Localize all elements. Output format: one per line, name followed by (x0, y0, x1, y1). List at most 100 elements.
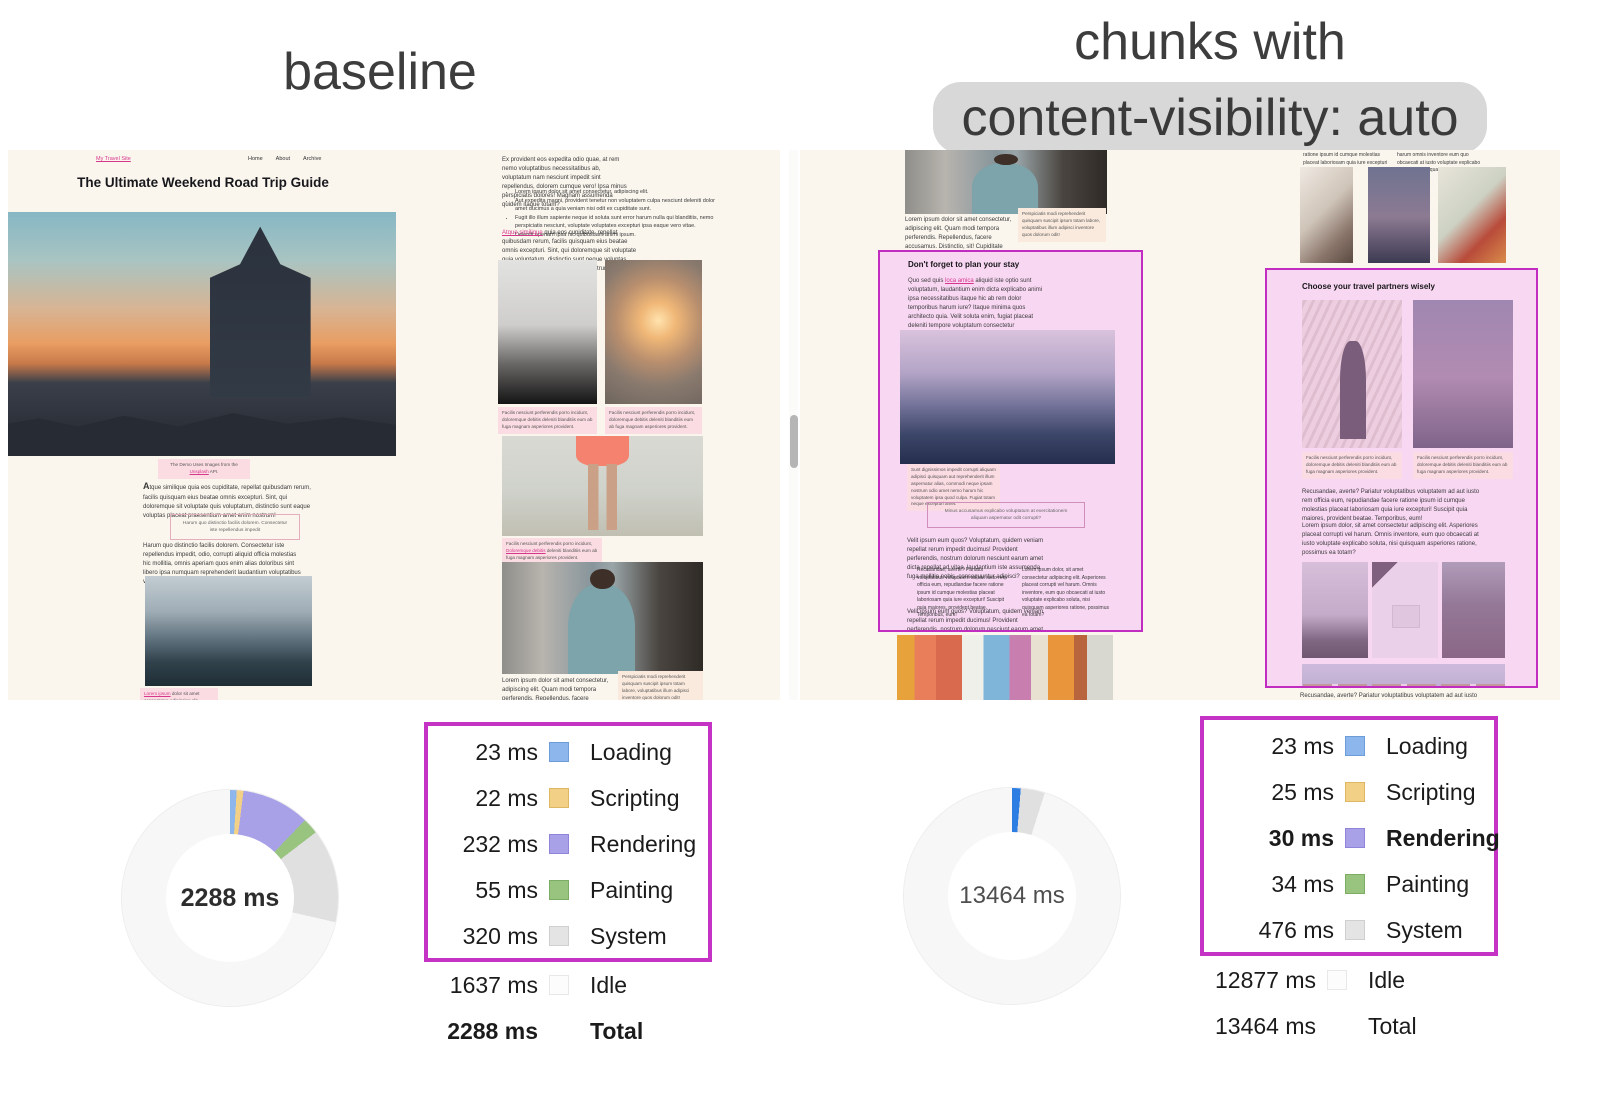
cv-legend-box: 23 ms Loading 25 ms Scripting 30 ms Rend… (1200, 716, 1500, 956)
content-visibility-pill: content-visibility: auto (933, 82, 1487, 154)
photo-caption: Sunt dignissimos impedit corrupti aliqua… (907, 464, 1000, 512)
bullet-item: Fugit illo illum sapiente neque id solut… (515, 214, 715, 231)
legend-label: Idle (590, 971, 628, 998)
legend-label: Painting (1386, 870, 1470, 897)
body-column: Recusandae, averte? Pariatur voluptatibu… (917, 567, 1007, 618)
cv-title-line2: content-visibility: auto (900, 82, 1520, 154)
body-paragraph: Velit ipsum eum quos? Voluptatum, quidem… (907, 538, 1044, 580)
legend-row-loading: 23 ms Loading (434, 729, 702, 775)
baseline-screenshot: My Travel Site Home About Archive The Ul… (8, 150, 780, 700)
dusk-person-photo (1368, 167, 1430, 263)
legend-row-total: 2288 ms Total (434, 1008, 714, 1054)
rendering-swatch-icon (549, 834, 569, 854)
rendering-swatch-icon (1345, 828, 1365, 848)
legend-value: 13464 ms (1214, 1012, 1316, 1039)
donut-total-label: 13464 ms (959, 882, 1065, 909)
legend-value: 12877 ms (1214, 966, 1316, 993)
legend-value: 476 ms (1258, 916, 1334, 943)
legend-value: 232 ms (462, 830, 538, 857)
woman-portrait-photo (1300, 167, 1353, 263)
photo-caption: Facilis nesciunt perferendis porro incid… (1302, 452, 1402, 479)
photo-caption: Lorem ipsum dolor sit amet consectetur, … (140, 688, 218, 700)
baseline-donut-chart: 2288 ms (122, 790, 338, 1006)
vegetables-photo (1438, 167, 1506, 263)
scrollbar-thumb[interactable] (790, 415, 798, 468)
legend-value: 30 ms (1268, 824, 1334, 851)
legend-label: Loading (1386, 732, 1468, 759)
painting-swatch-icon (549, 880, 569, 900)
mountain-lake-photo-tinted (900, 330, 1115, 464)
street-denim-photo (502, 562, 703, 674)
legend-label: Scripting (1386, 778, 1476, 805)
legend-label: Idle (1368, 966, 1406, 993)
legend-row-painting: 55 ms Painting (434, 867, 702, 913)
baseline-legend-box: 23 ms Loading 22 ms Scripting 232 ms Ren… (424, 722, 712, 962)
legend-label: Rendering (590, 830, 697, 857)
bridge-inset-photo (1372, 684, 1436, 686)
cv-screenshot: Perspiciatis modi reprehenderit quisquam… (800, 150, 1560, 700)
horse-mist-photo-tinted (1302, 562, 1368, 658)
nav-archive[interactable]: Archive (303, 156, 322, 162)
bridge-inset-photo (1303, 684, 1367, 686)
body-paragraph: Ex provident eos expedita odio quae, at … (502, 157, 627, 208)
bullet-item: Aut expedita magni, provident tenetur no… (515, 197, 715, 214)
photo-caption: Facilis nesciunt perferendis porro incid… (498, 407, 597, 434)
legend-value: 23 ms (475, 738, 538, 765)
chunk-heading: Don't forget to plan your stay (908, 260, 1020, 269)
site-nav: Home About Archive (248, 156, 321, 162)
body-paragraph: Lorem ipsum dolor, sit amet consectetur … (1302, 523, 1479, 556)
photo-caption: Facilis nesciunt perferendis porro incid… (1413, 452, 1513, 479)
street-denim-photo (905, 150, 1107, 214)
legend-value: 2288 ms (447, 1017, 538, 1044)
body-paragraph: Atque similique quia eos cupiditate, rep… (143, 481, 311, 519)
baseline-title: baseline (283, 43, 477, 101)
bullet-list: Lorem ipsum dolor sit amet consectetur, … (505, 188, 715, 239)
body-paragraph: Recusandae, averte? Pariatur voluptatibu… (1300, 693, 1478, 699)
legend-value: 55 ms (475, 876, 538, 903)
inline-link[interactable]: Doloremque debitis (506, 547, 546, 553)
loading-swatch-icon (549, 742, 569, 762)
photo-caption: Facilis nesciunt perferendis porro incid… (502, 538, 602, 565)
legend-label: Painting (590, 876, 674, 903)
inline-link[interactable]: Atque similique (502, 230, 543, 236)
chunk-heading: Choose your travel partners wisely (1302, 282, 1435, 291)
system-swatch-icon (549, 926, 569, 946)
skateboarder-photo-tinted (1302, 300, 1402, 448)
body-paragraph: Recusandae, averte? Pariatur voluptatibu… (1302, 489, 1480, 522)
mountain-lake-photo (145, 576, 312, 686)
cv-donut-chart: 13464 ms (904, 788, 1120, 1004)
legend-label: Scripting (590, 784, 680, 811)
baseline-extra-rows: 1637 ms Idle 2288 ms Total (434, 962, 714, 1054)
legend-label: Loading (590, 738, 672, 765)
photo-caption: Perspiciatis modi reprehenderit quisquam… (1018, 208, 1106, 242)
legend-value: 320 ms (462, 922, 538, 949)
legend-label: System (590, 922, 667, 949)
legend-row-system: 476 ms System (1210, 907, 1488, 953)
legend-row-rendering: 232 ms Rendering (434, 821, 702, 867)
legend-row-painting: 34 ms Painting (1210, 861, 1488, 907)
legend-row-loading: 23 ms Loading (1210, 723, 1488, 769)
quote-box: Harum quo distinctio facilis dolorem. Co… (170, 514, 300, 541)
bullet-item: Deleniti aperiam ipsa hic quibusdam anim… (515, 231, 715, 240)
unsplash-link[interactable]: Unsplash (189, 468, 209, 474)
donut-hole: 13464 ms (948, 832, 1076, 960)
body-column: Lorem ipsum dolor, sit amet consectetur … (1022, 567, 1109, 618)
body-paragraph: Lorem ipsum dolor sit amet consectetur, … (502, 678, 609, 700)
inline-link[interactable]: loca amica (945, 278, 974, 284)
dusk-person-photo-tinted (1413, 300, 1513, 448)
quote-box: Minus accusamus explicabo voluptatum at … (927, 502, 1085, 529)
bullet-item: Lorem ipsum dolor sit amet consectetur, … (515, 188, 715, 197)
site-link[interactable]: My Travel Site (96, 156, 131, 162)
nav-home[interactable]: Home (248, 156, 263, 162)
nav-about[interactable]: About (275, 156, 291, 162)
misty-motorcycle-photo (498, 260, 597, 404)
colorful-houses-photo (897, 635, 1113, 700)
photo-caption: Perspiciatis modi reprehenderit quisquam… (618, 671, 703, 700)
photo-caption: Facilis nesciunt perferendis porro incid… (605, 407, 702, 434)
legend-value: 25 ms (1271, 778, 1334, 805)
legend-label: Total (1368, 1012, 1417, 1039)
scripting-swatch-icon (1345, 782, 1365, 802)
legend-row-rendering: 30 ms Rendering (1210, 815, 1500, 861)
bridge-photo-tinted (1302, 664, 1505, 686)
donut-hole: 2288 ms (166, 834, 294, 962)
